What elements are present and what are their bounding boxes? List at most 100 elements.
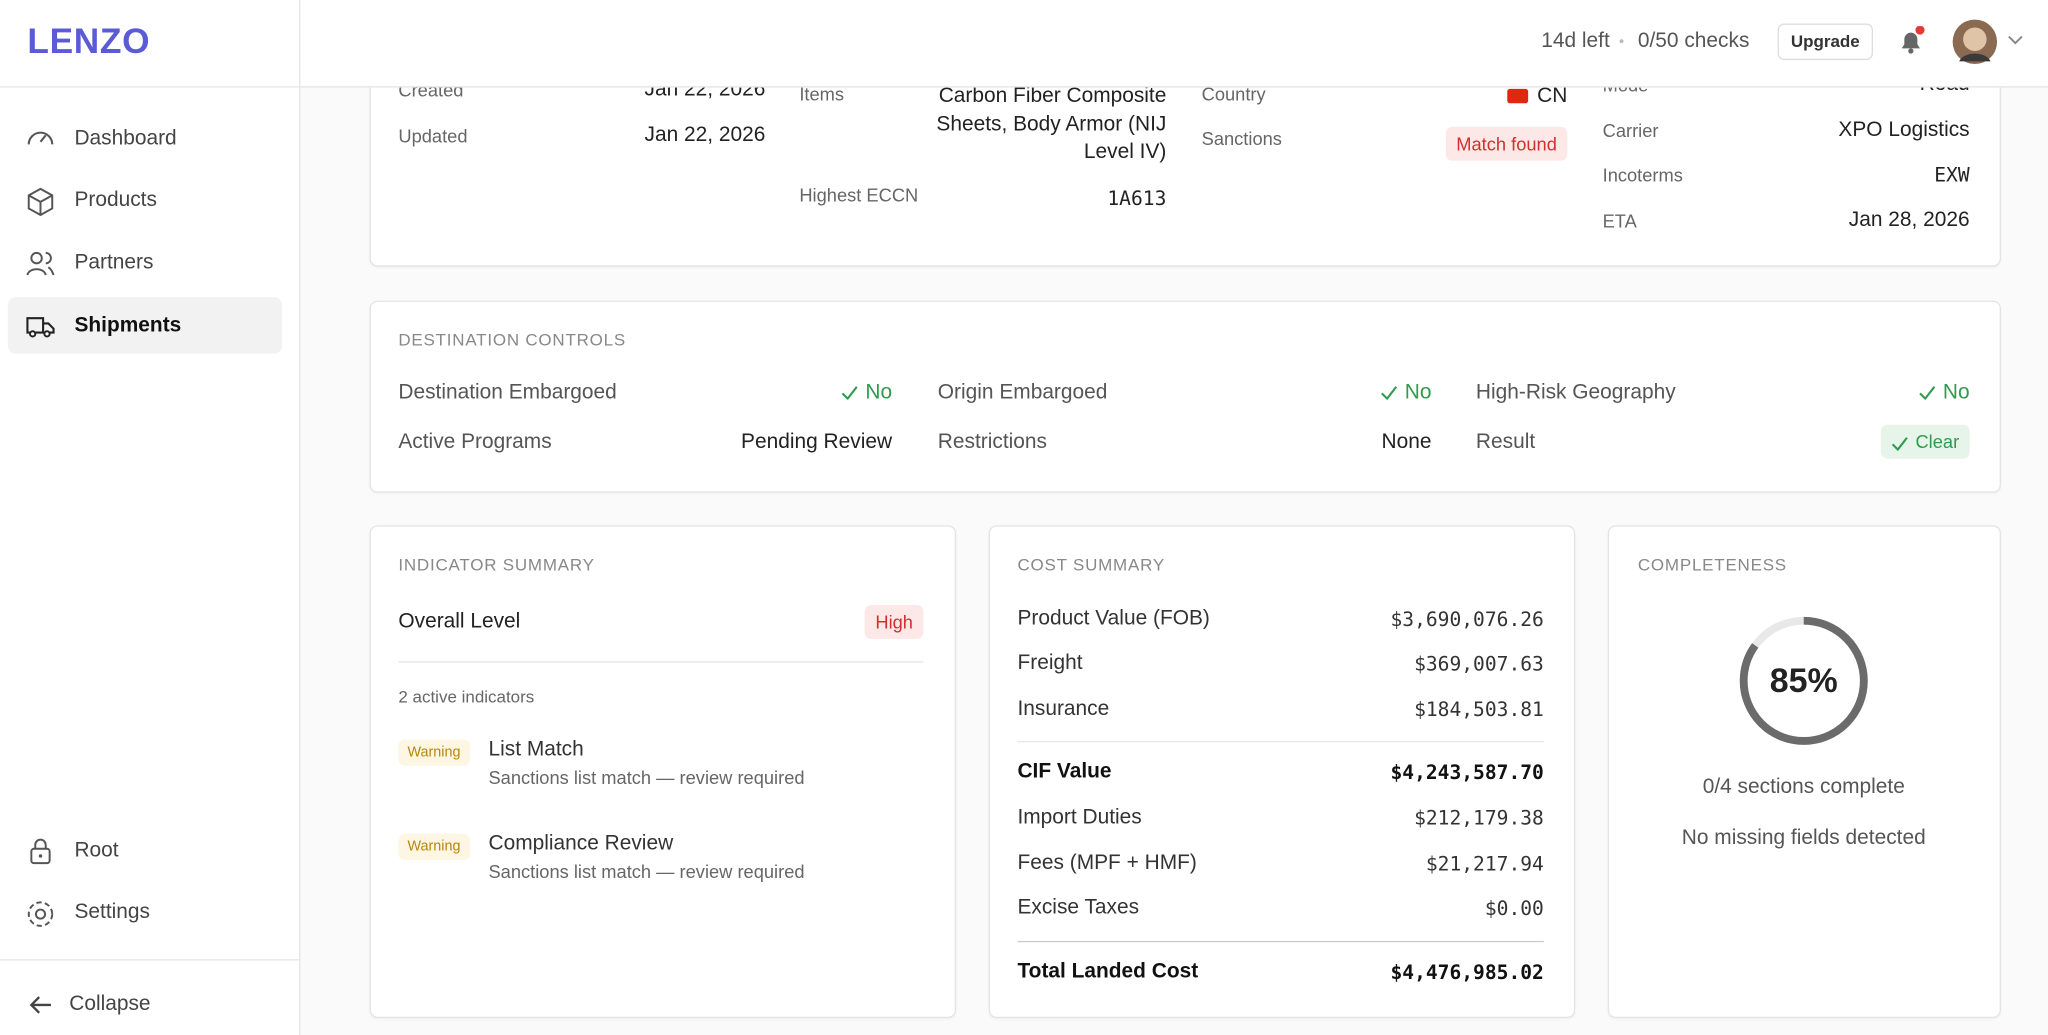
cost-value: $184,503.81 bbox=[1414, 697, 1544, 722]
collapse-icon[interactable] bbox=[26, 991, 55, 1020]
nav-item[interactable]: Products bbox=[8, 173, 282, 229]
label: ETA bbox=[1602, 210, 1637, 232]
nav-item[interactable]: Shipments bbox=[7, 297, 283, 354]
header bbox=[299, 0, 2048, 88]
nav-icon bbox=[27, 900, 54, 927]
label: Overall Level bbox=[398, 610, 521, 633]
sections: 0/4 sections complete bbox=[1702, 776, 1905, 799]
divider bbox=[0, 959, 300, 961]
flag bbox=[1507, 88, 1529, 104]
badge: Clear bbox=[1880, 424, 1970, 459]
cost-value: $212,179.38 bbox=[1414, 806, 1544, 830]
ring-progress bbox=[1739, 616, 1868, 745]
label: Updated bbox=[398, 125, 468, 147]
cost-value: $4,476,985.02 bbox=[1390, 960, 1544, 985]
label: Active Programs bbox=[398, 431, 552, 454]
logo[interactable]: LENZO bbox=[27, 21, 151, 61]
section-title: INDICATOR SUMMARY bbox=[398, 554, 595, 575]
badge: High bbox=[864, 605, 924, 640]
value-text: No bbox=[865, 381, 893, 404]
badge: Warning bbox=[398, 739, 470, 766]
value: Jan 28, 2026 bbox=[1848, 209, 1970, 232]
badge: Match found bbox=[1445, 126, 1568, 161]
nav-label[interactable]: Settings bbox=[74, 901, 150, 924]
separator bbox=[1619, 39, 1624, 44]
cost-label: Product Value (FOB) bbox=[1017, 607, 1210, 630]
label: Destination Embargoed bbox=[398, 381, 617, 404]
divider bbox=[1017, 940, 1544, 943]
cost-value: $21,217.94 bbox=[1425, 852, 1544, 876]
value: No bbox=[1918, 382, 1970, 406]
indicator-title: Compliance Review bbox=[488, 831, 674, 855]
label: Result bbox=[1475, 431, 1536, 454]
cost-value: $369,007.63 bbox=[1414, 652, 1544, 676]
value: EXW bbox=[1934, 163, 1970, 187]
value-text: No bbox=[1404, 381, 1432, 404]
divider bbox=[1017, 740, 1544, 743]
cost-card bbox=[988, 525, 1576, 1019]
value: XPO Logistics bbox=[1838, 118, 1970, 142]
nav-label[interactable]: Partners bbox=[74, 251, 154, 274]
value: Clear bbox=[1915, 431, 1960, 453]
label: High-Risk Geography bbox=[1475, 381, 1676, 404]
nav-item[interactable]: Dashboard bbox=[8, 110, 282, 166]
nav-label[interactable]: Root bbox=[74, 838, 119, 862]
cost-label: Freight bbox=[1017, 652, 1083, 675]
nav-icon bbox=[27, 187, 54, 216]
section-title: COMPLETENESS bbox=[1637, 554, 1787, 575]
nav-item[interactable]: Settings bbox=[8, 885, 282, 941]
chevron[interactable] bbox=[2008, 34, 2024, 47]
value: CN bbox=[1537, 84, 1568, 108]
bell-icon[interactable] bbox=[1895, 26, 1926, 57]
nav-icon bbox=[30, 838, 51, 865]
cost-value: $4,243,587.70 bbox=[1390, 760, 1544, 785]
indicator-description: Sanctions list match — review required bbox=[488, 860, 805, 882]
label: Highest ECCN bbox=[799, 184, 919, 206]
completeness-card bbox=[1607, 525, 2001, 1019]
progress-ring bbox=[1739, 616, 1868, 745]
indicator-description: Sanctions list match — review required bbox=[488, 767, 805, 789]
divider bbox=[398, 661, 924, 663]
label: Country bbox=[1201, 83, 1266, 105]
cost-label: Insurance bbox=[1017, 697, 1110, 721]
avatar[interactable] bbox=[1951, 18, 1998, 65]
nav-icon bbox=[26, 252, 55, 276]
cost-label: Excise Taxes bbox=[1017, 896, 1140, 919]
nav-item[interactable]: Root bbox=[8, 823, 282, 879]
value: 1A613 bbox=[1107, 186, 1167, 211]
nav-label[interactable]: Products bbox=[74, 189, 157, 212]
count: 2 active indicators bbox=[398, 686, 535, 707]
label: Origin Embargoed bbox=[937, 381, 1108, 404]
destination-card bbox=[369, 300, 2001, 493]
label: Sanctions bbox=[1201, 128, 1282, 149]
missing: No missing fields detected bbox=[1681, 827, 1926, 850]
indicator-card bbox=[369, 525, 957, 1019]
checks: 0/50 checks bbox=[1637, 30, 1750, 53]
cost-label: Import Duties bbox=[1017, 806, 1142, 829]
value: Pending Review bbox=[741, 431, 893, 454]
nav-item[interactable]: Partners bbox=[8, 235, 282, 291]
value: No bbox=[1380, 382, 1432, 406]
label: Incoterms bbox=[1602, 164, 1683, 186]
section-title: COST SUMMARY bbox=[1017, 554, 1165, 575]
upgrade-button[interactable]: Upgrade bbox=[1777, 23, 1873, 61]
nav-label[interactable]: Shipments bbox=[74, 313, 182, 336]
label: Items bbox=[799, 83, 845, 105]
cost-label: Total Landed Cost bbox=[1017, 960, 1199, 983]
label: Restrictions bbox=[937, 431, 1047, 454]
divider bbox=[0, 86, 300, 88]
value: Jan 22, 2026 bbox=[644, 124, 766, 147]
cost-value: $3,690,076.26 bbox=[1390, 607, 1544, 632]
nav-icon bbox=[26, 317, 55, 338]
cost-label: Fees (MPF + HMF) bbox=[1017, 852, 1197, 875]
section-title: DESTINATION CONTROLS bbox=[398, 329, 626, 350]
cost-label: CIF Value bbox=[1017, 760, 1112, 783]
cost-value: $0.00 bbox=[1484, 896, 1544, 921]
nav-icon bbox=[27, 131, 54, 145]
collapse[interactable]: Collapse bbox=[69, 993, 151, 1016]
label: Carrier bbox=[1602, 120, 1659, 142]
nav-label[interactable]: Dashboard bbox=[74, 126, 177, 149]
indicator-title: List Match bbox=[488, 738, 584, 761]
